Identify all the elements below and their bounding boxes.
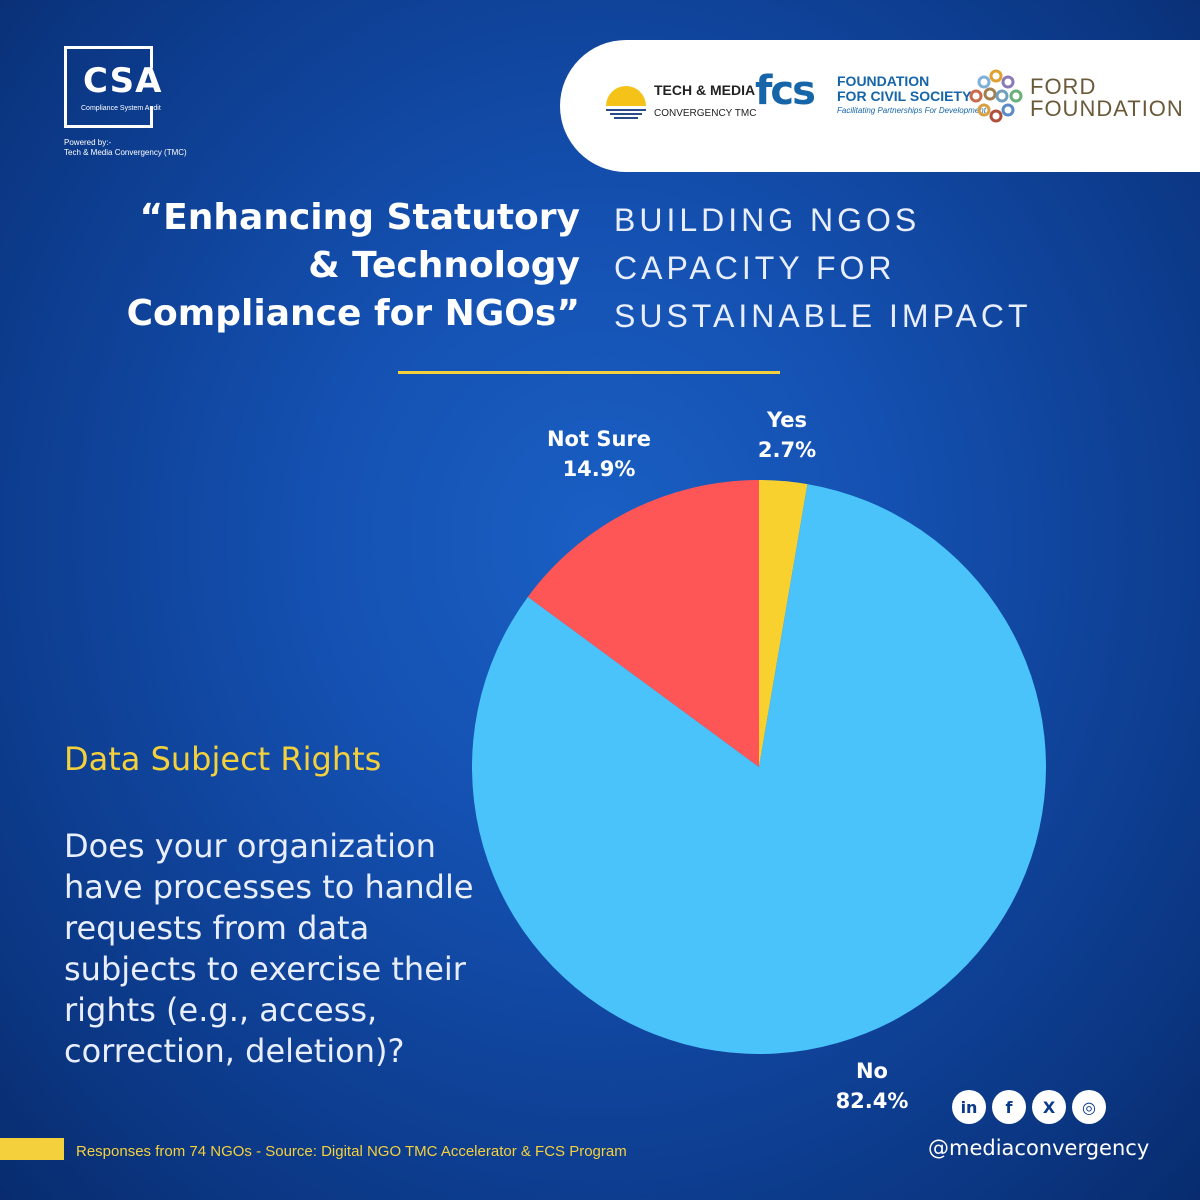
csa-logo-subtitle: Compliance System Audit <box>81 105 161 112</box>
pie-label-not-sure: Not Sure <box>547 427 651 451</box>
sun-icon <box>606 86 646 119</box>
fcs-name: FOUNDATION FOR CIVIL SOCIETY <box>837 74 971 104</box>
powered-by-label: Powered by:- <box>64 138 112 147</box>
powered-by: Powered by:- Tech & Media Convergency (T… <box>64 138 187 158</box>
headline-line1: “Enhancing Statutory <box>139 197 580 238</box>
headline-line3: Compliance for NGOs” <box>126 293 580 334</box>
pie-slice-not-sure <box>527 480 759 767</box>
ford-name-line2: FOUNDATION <box>1030 96 1184 121</box>
title-divider <box>398 371 780 374</box>
survey-question: Does your organization have processes to… <box>64 827 474 1070</box>
headline-line2: & Technology <box>308 245 580 286</box>
ford-name: FORD FOUNDATION <box>1030 76 1184 120</box>
ford-name-line1: FORD <box>1030 74 1097 99</box>
powered-by-org: Tech & Media Convergency (TMC) <box>64 148 187 157</box>
fcs-name-line2: FOR CIVIL SOCIETY <box>837 88 972 104</box>
footer-accent-bar <box>0 1138 64 1160</box>
subheadline-line1: BUILDING NGOS <box>614 202 921 238</box>
pie-slice-no <box>472 484 1047 1054</box>
linkedin-icon[interactable]: in <box>952 1090 986 1124</box>
subheadline-line3: SUSTAINABLE IMPACT <box>614 298 1032 334</box>
ford-emblem-icon <box>969 69 1023 123</box>
csa-logo-text: CSA <box>83 61 163 101</box>
fcs-name-line1: FOUNDATION <box>837 73 930 89</box>
pie-label-yes: Yes <box>766 408 807 432</box>
topic-title: Data Subject Rights <box>64 740 382 778</box>
tmc-name: TECH & MEDIA <box>654 82 756 98</box>
pie-label-no: No <box>856 1059 888 1083</box>
social-handle[interactable]: @mediaconvergency <box>928 1136 1150 1160</box>
ford-logo: FORD FOUNDATION <box>968 68 1183 138</box>
fcs-logo: fcs FOUNDATION FOR CIVIL SOCIETY Facilit… <box>755 68 986 138</box>
subheadline: BUILDING NGOS CAPACITY FOR SUSTAINABLE I… <box>614 196 1032 340</box>
pie-value-yes: 2.7% <box>758 438 816 462</box>
pie-slice-yes <box>759 480 808 767</box>
x-icon[interactable]: X <box>1032 1090 1066 1124</box>
pie-value-no: 82.4% <box>836 1089 909 1113</box>
csa-logo: CSA Compliance System Audit <box>64 46 161 128</box>
tmc-subtitle: CONVERGENCY TMC <box>654 108 757 119</box>
pie-value-not-sure: 14.9% <box>563 457 636 481</box>
fcs-tagline: Facilitating Partnerships For Developmen… <box>837 106 986 115</box>
facebook-icon[interactable]: f <box>992 1090 1026 1124</box>
social-links: in f X ◎ <box>952 1090 1106 1124</box>
instagram-icon[interactable]: ◎ <box>1072 1090 1106 1124</box>
source-note: Responses from 74 NGOs - Source: Digital… <box>76 1143 627 1160</box>
partner-logos-banner: TECH & MEDIA CONVERGENCY TMC fcs FOUNDAT… <box>560 40 1200 172</box>
fcs-mark: fcs <box>755 68 816 114</box>
tmc-logo: TECH & MEDIA CONVERGENCY TMC <box>602 72 756 142</box>
subheadline-line2: CAPACITY FOR <box>614 250 896 286</box>
headline: “Enhancing Statutory & Technology Compli… <box>127 194 580 338</box>
